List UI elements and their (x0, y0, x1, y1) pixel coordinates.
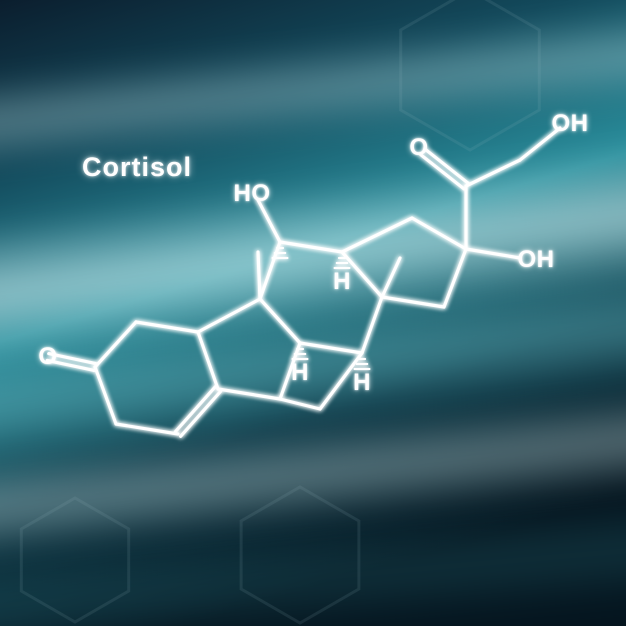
bond (280, 399, 320, 409)
bond (280, 343, 300, 399)
bond (412, 218, 466, 249)
bond (175, 387, 215, 432)
bond (218, 389, 280, 399)
bond (342, 252, 382, 297)
bond (198, 299, 260, 332)
bond (300, 343, 362, 353)
bond (421, 155, 464, 189)
bond (466, 249, 520, 258)
bond (320, 353, 362, 409)
bond (382, 258, 400, 297)
bond (444, 249, 466, 307)
cortisol-structure (0, 0, 626, 626)
bond (260, 242, 280, 299)
bond (181, 391, 221, 436)
bond (198, 332, 218, 389)
bond (362, 297, 382, 353)
bond (382, 297, 444, 307)
bond (280, 242, 342, 252)
bond (258, 200, 280, 242)
bond (258, 252, 260, 299)
bond (260, 299, 300, 343)
bond (520, 128, 560, 160)
bond (466, 160, 520, 186)
bond (425, 149, 468, 183)
compound-title: Cortisol (82, 152, 192, 183)
bond (136, 322, 198, 332)
bond (95, 322, 136, 367)
bond (95, 367, 116, 424)
bond (342, 218, 412, 252)
bond (116, 424, 178, 434)
